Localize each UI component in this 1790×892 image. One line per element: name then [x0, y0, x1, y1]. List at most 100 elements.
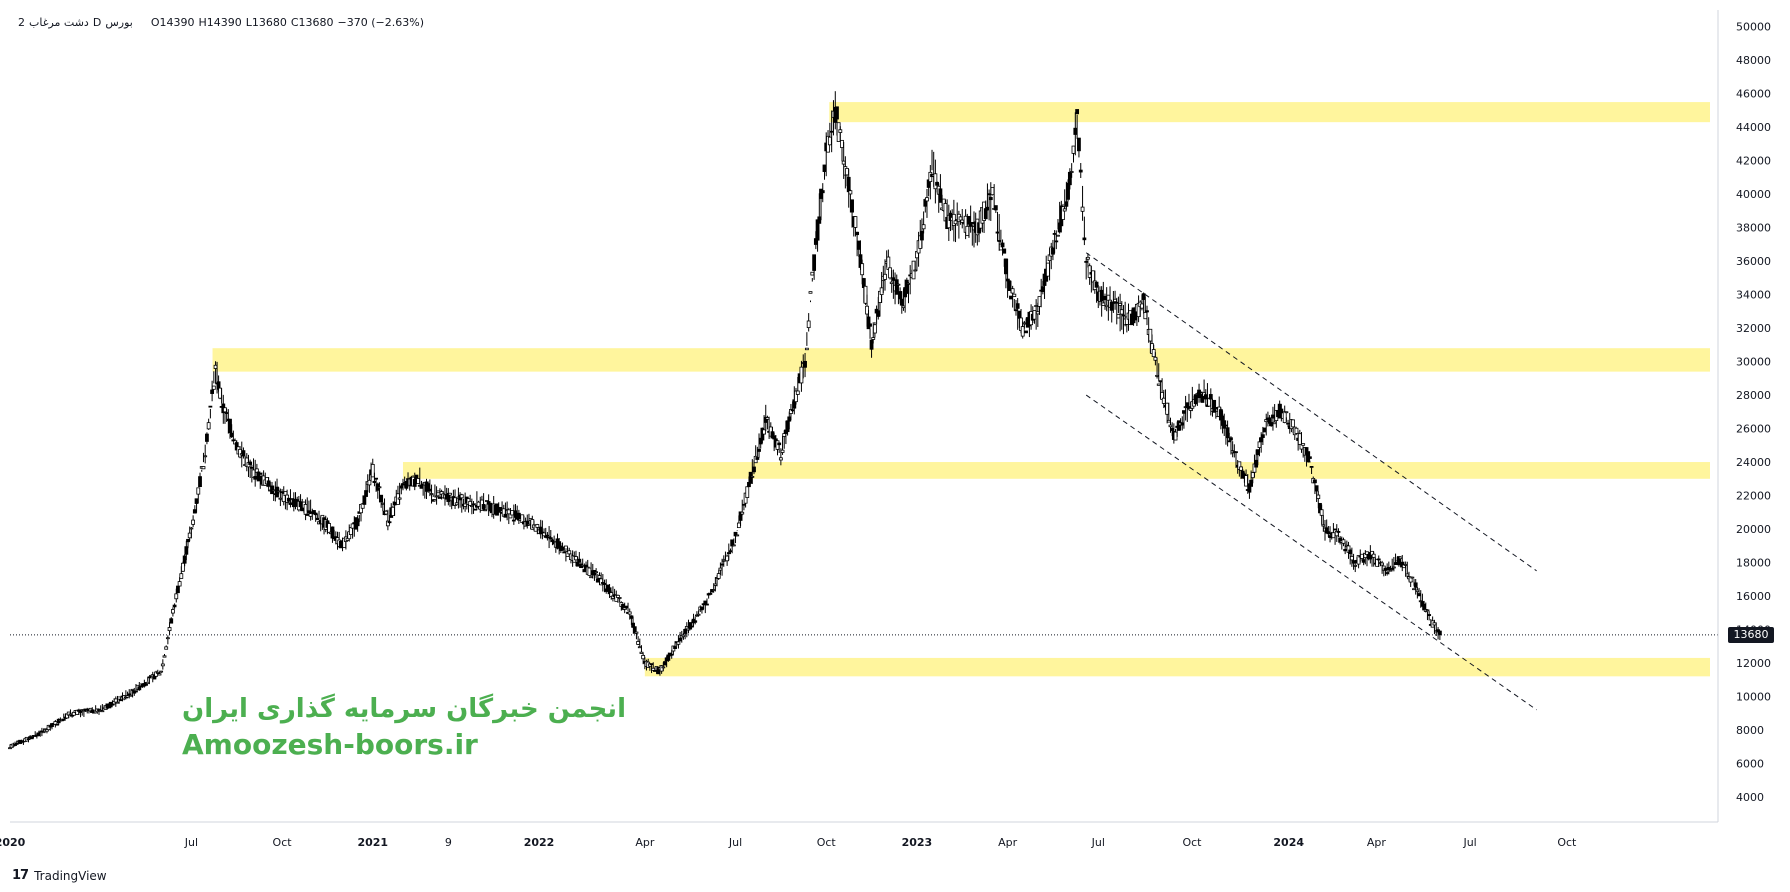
candle-body: [757, 448, 761, 452]
candle-body: [1272, 421, 1277, 425]
price-series: [8, 91, 1442, 750]
candle-body: [845, 168, 849, 176]
candle-body: [1145, 310, 1149, 313]
candle-body: [184, 546, 189, 555]
symbol-name[interactable]: دشت مرغاب: [29, 16, 89, 29]
y-tick-label: 38000: [1736, 222, 1771, 235]
candle-body: [155, 671, 160, 674]
x-tick-label: 9: [445, 836, 452, 849]
candle-body: [1351, 560, 1356, 564]
candle-body: [748, 471, 753, 484]
candle-body: [1158, 380, 1163, 383]
candle-body: [1168, 424, 1173, 428]
candle-body: [1343, 548, 1348, 552]
interval-label[interactable]: D: [92, 16, 102, 29]
candle-body: [780, 449, 785, 453]
candle-body: [629, 615, 634, 619]
candle-body: [795, 390, 800, 395]
candle-body: [1103, 295, 1107, 301]
y-tick-label: 12000: [1736, 657, 1771, 670]
candle-body: [985, 206, 990, 211]
candle-body: [871, 337, 876, 340]
candle-body: [434, 495, 439, 498]
candle-body: [1393, 562, 1398, 565]
candle-body: [1212, 399, 1217, 413]
candle-body: [1193, 394, 1198, 405]
candle-body: [1313, 479, 1317, 484]
candle-body: [1360, 553, 1364, 559]
candle-body: [157, 673, 162, 676]
candle-body: [61, 718, 66, 721]
candle-body: [602, 582, 607, 585]
candle-body: [637, 646, 642, 649]
candle-body: [866, 316, 871, 330]
candle-body: [1328, 535, 1332, 539]
candle-body: [165, 637, 170, 640]
candle-body: [1087, 265, 1092, 278]
candle-body: [147, 676, 152, 679]
candle-body: [705, 603, 709, 606]
candle-body: [1349, 556, 1354, 561]
candle-body: [904, 279, 909, 294]
candle-body: [179, 573, 184, 579]
candle-body: [1118, 303, 1123, 306]
open-value: O14390: [150, 16, 195, 29]
candle-body: [510, 510, 515, 516]
candle-body: [1014, 309, 1018, 312]
candle-body: [953, 220, 958, 225]
candle-body: [379, 494, 384, 503]
candle-body: [683, 628, 688, 634]
candle-body: [367, 479, 372, 486]
candle-body: [1071, 145, 1076, 154]
x-tick-label: Apr: [635, 836, 655, 849]
x-tick-label: Jul: [184, 836, 198, 849]
candle-body: [1348, 549, 1353, 555]
tradingview-logo[interactable]: 17 TradingView: [12, 868, 107, 883]
candle-body: [1385, 572, 1390, 574]
candle-body: [172, 604, 177, 608]
candle-body: [253, 476, 258, 480]
candle-body: [1405, 573, 1410, 577]
candle-body: [1106, 294, 1111, 301]
candle-body: [145, 681, 150, 685]
candle-body: [511, 519, 516, 522]
candle-body: [208, 405, 213, 408]
candle-body: [1069, 171, 1074, 173]
candle-body: [397, 497, 402, 500]
candle-body: [752, 466, 756, 473]
candle-body: [563, 545, 568, 550]
x-tick-label: 2020: [0, 836, 26, 849]
candle-body: [808, 291, 813, 294]
candle-body: [822, 164, 827, 172]
candle-body: [1375, 558, 1379, 567]
candle-body: [812, 254, 817, 271]
candle-body: [134, 690, 138, 693]
candle-body: [370, 464, 375, 478]
candle-body: [933, 173, 938, 190]
candle-body: [182, 555, 187, 564]
candle-body: [1111, 301, 1116, 304]
candle-body: [1116, 314, 1121, 319]
candle-body: [649, 663, 654, 666]
candle-body: [965, 225, 970, 237]
x-tick-label: 2024: [1273, 836, 1304, 849]
candle-body: [1415, 589, 1420, 593]
candle-body: [1333, 528, 1337, 531]
candle-body: [676, 641, 681, 645]
candle-body: [276, 490, 281, 493]
x-tick-label: 2021: [357, 836, 388, 849]
y-tick-label: 46000: [1736, 88, 1771, 101]
candle-body: [883, 273, 887, 280]
candle-body: [1259, 437, 1264, 443]
candle-body: [1380, 562, 1385, 566]
y-tick-label: 32000: [1736, 322, 1771, 335]
candle-body: [1413, 582, 1418, 588]
candle-body: [853, 216, 858, 228]
y-tick-label: 10000: [1736, 690, 1771, 703]
candle-body: [117, 696, 122, 700]
candle-body: [203, 455, 208, 458]
candle-body: [1301, 443, 1306, 446]
candle-body: [1010, 288, 1015, 294]
x-tick-label: Apr: [998, 836, 1018, 849]
